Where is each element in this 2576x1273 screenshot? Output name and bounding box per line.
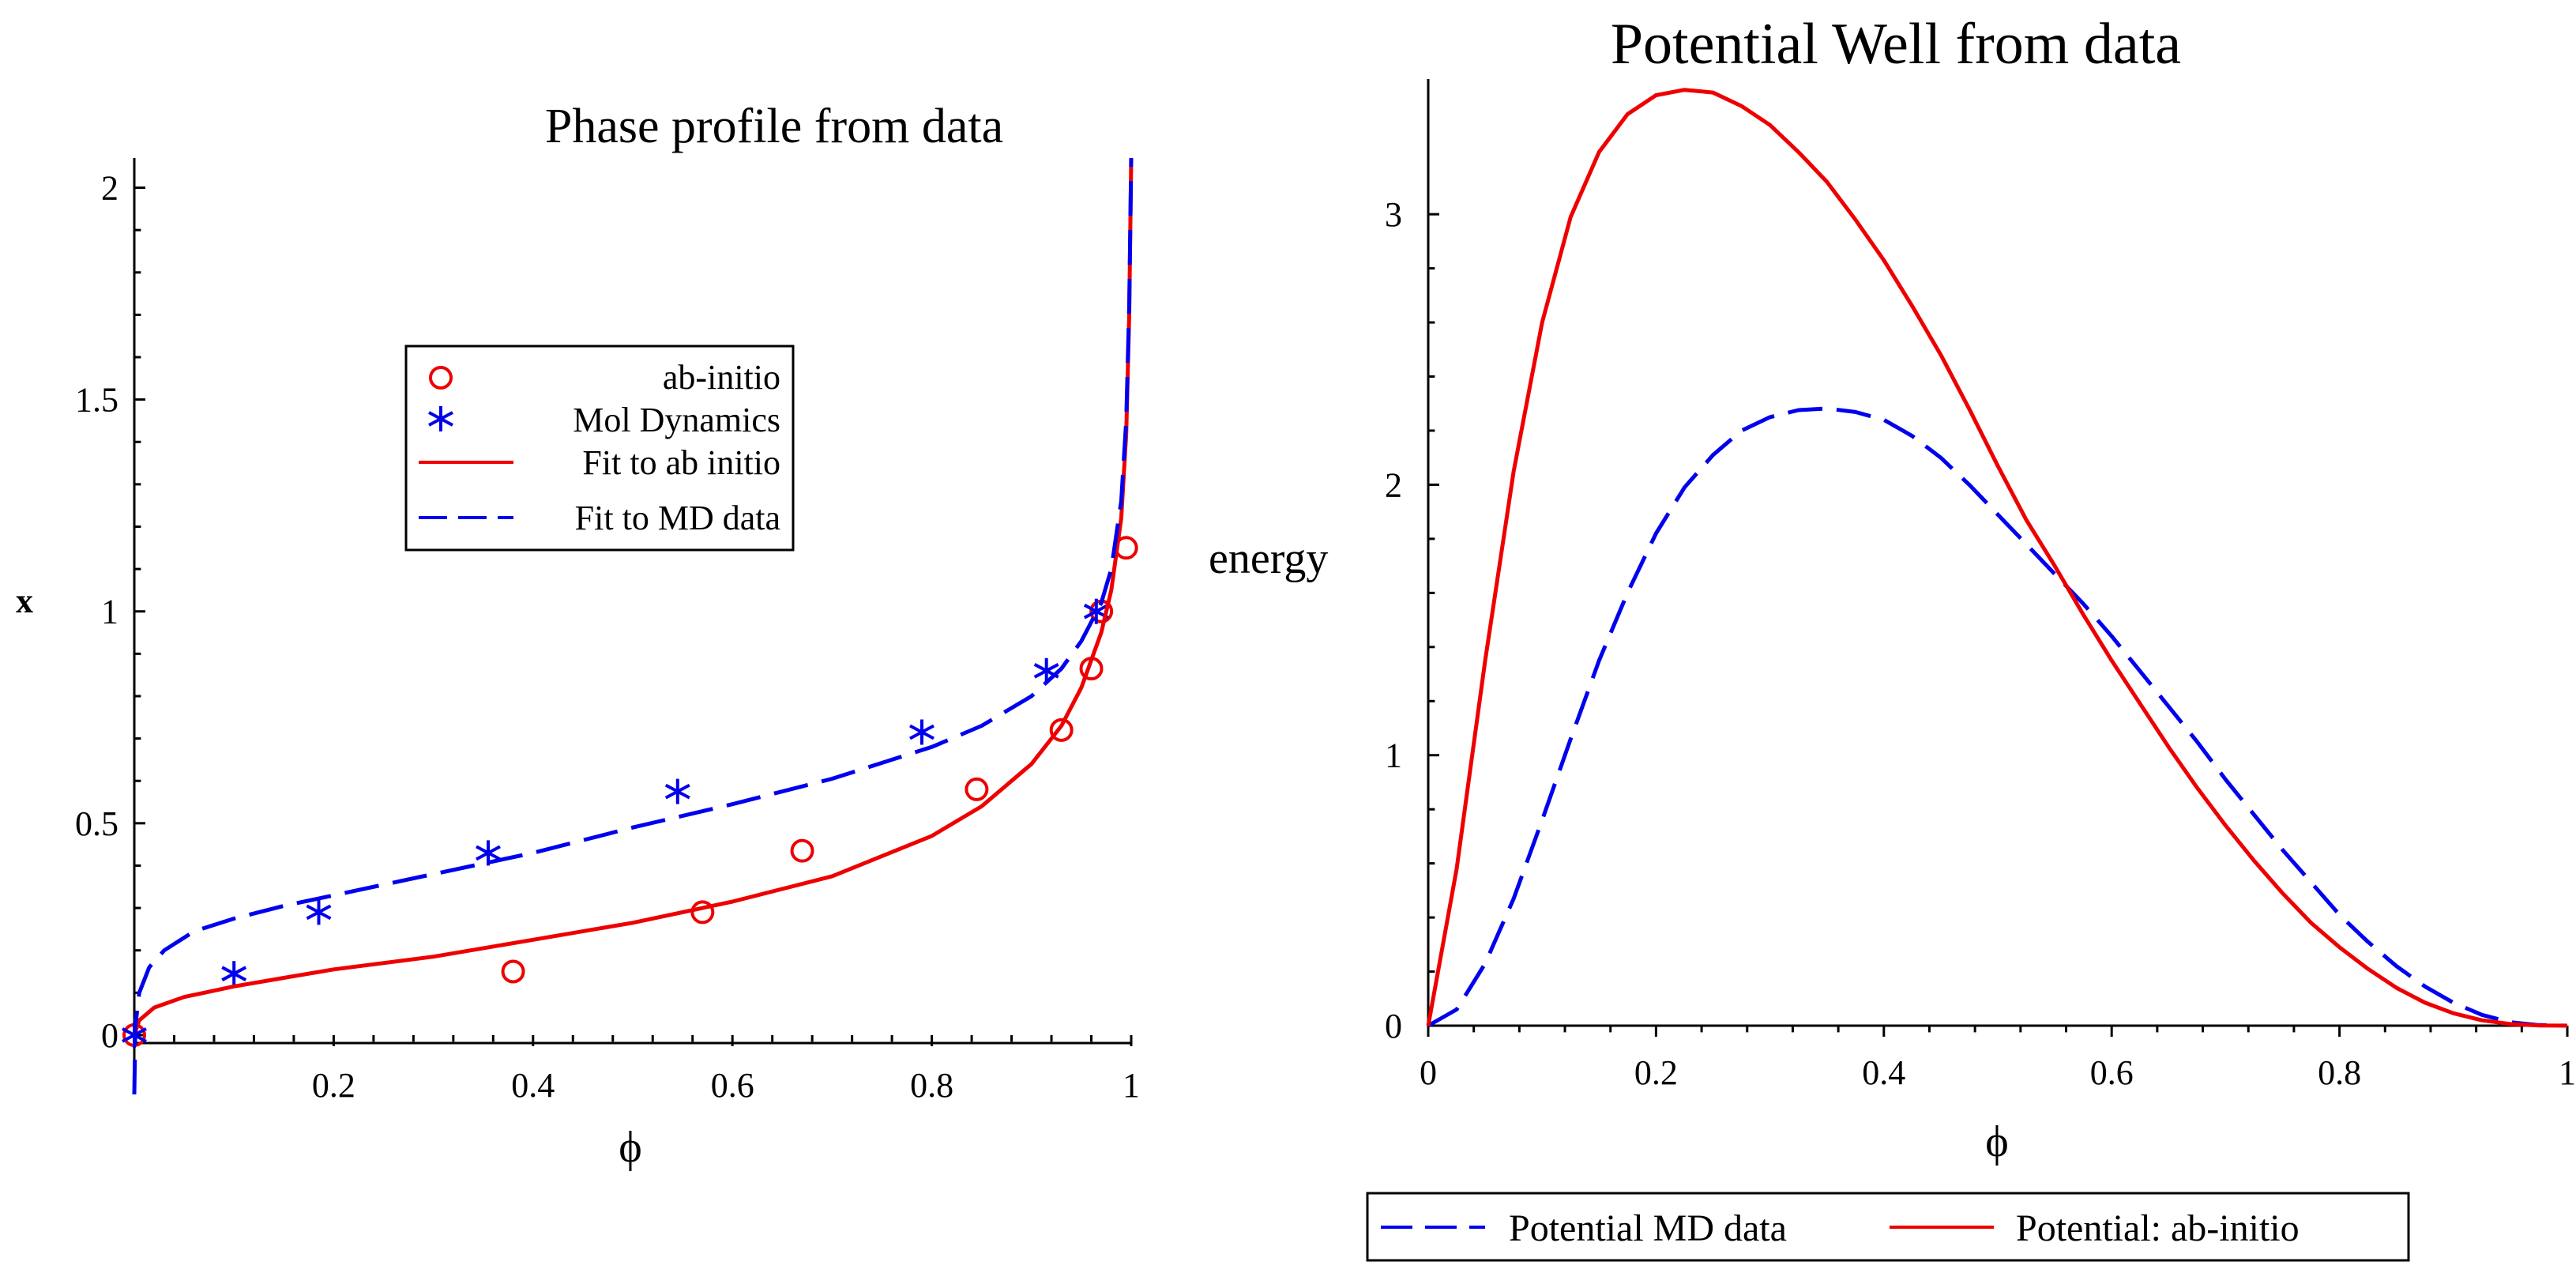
legend-label: Fit to MD data	[575, 499, 780, 537]
data-point-star	[664, 778, 690, 804]
x-axis-label: ϕ	[1985, 1117, 2008, 1166]
data-point-circle	[501, 959, 525, 984]
legend-entry-potential-ab-initio: Potential: ab-initio	[1890, 1207, 2300, 1249]
x-tick-label: 0.4	[511, 1066, 555, 1105]
plot-area	[1426, 88, 2568, 1028]
ticks: 0 0.2 0.4 0.6 0.8 1 0 1 2 3	[1385, 195, 2576, 1092]
y-tick-label: 1	[101, 593, 118, 631]
chart-title: Potential Well from data	[1611, 12, 2181, 77]
legend-entry-fit-ab-initio: Fit to ab initio	[419, 443, 780, 482]
x-tick-label: 0.6	[711, 1066, 754, 1105]
legend-entry-potential-md: Potential MD data	[1381, 1207, 1787, 1249]
x-tick-label: 1	[1123, 1066, 1140, 1105]
data-point-star	[221, 961, 247, 987]
chart-title: Phase profile from data	[545, 100, 1003, 153]
x-tick-label: 1	[2559, 1053, 2576, 1092]
data-point-star	[1033, 657, 1059, 684]
legend-label: Fit to ab initio	[582, 443, 780, 482]
y-tick-label: 1.5	[75, 381, 118, 420]
data-point-star	[476, 840, 501, 866]
x-tick-label: 0.2	[312, 1066, 355, 1105]
legend-box	[1366, 1192, 2410, 1262]
x-tick-label: 0.4	[1862, 1053, 1905, 1092]
axes	[1427, 79, 2567, 1027]
data-point-circle	[790, 838, 814, 863]
y-axis-label: energy	[1209, 534, 1328, 583]
x-tick-label: 0	[1420, 1053, 1437, 1092]
legend-label: ab-initio	[663, 358, 780, 397]
plot-area	[122, 157, 1138, 1095]
phase-profile-chart: Phase profile from data 0.2 0.4 0.6 0.8 100.…	[16, 100, 1140, 1172]
series-line-fit-to-ab-initio	[132, 157, 1134, 1036]
series-line-potential-md-data	[1427, 406, 2568, 1028]
y-tick-label: 1	[1385, 736, 1402, 775]
data-point-star	[306, 899, 332, 925]
y-tick-label: 0	[101, 1016, 118, 1055]
x-tick-label: 0.8	[910, 1066, 953, 1105]
legend-entry-mol-dynamics: Mol Dynamics	[428, 401, 780, 439]
x-axis-label: ϕ	[619, 1123, 641, 1172]
series-line-fit-to-md-data	[132, 157, 1134, 1095]
ticks: 0.2 0.4 0.6 0.8 1 0 0.5 1 1.5 2	[75, 169, 1140, 1105]
series-line-potential-ab-initio	[1426, 88, 2568, 1028]
potential-well-chart: Potential Well from data 0 0.2 0.4 0.6 0.8 10…	[1209, 12, 2576, 1262]
y-tick-label: 0.5	[75, 804, 118, 843]
y-axis-label: x	[16, 582, 33, 620]
x-tick-label: 0.6	[2090, 1053, 2134, 1092]
legend-entry-ab-initio: ab-initio	[429, 358, 780, 397]
legend-label: Mol Dynamics	[573, 401, 780, 439]
x-tick-label: 0.8	[2318, 1053, 2361, 1092]
y-tick-label: 2	[101, 169, 118, 208]
legend-star-marker	[428, 406, 453, 431]
legend-entry-fit-md: Fit to MD data	[419, 499, 780, 537]
data-point-circle	[1049, 717, 1074, 742]
legend: ab-initio Mol Dynamics Fit to ab initio …	[404, 345, 795, 552]
legend-label: Potential: ab-initio	[2016, 1207, 2300, 1249]
x-tick-label: 0.2	[1634, 1053, 1678, 1092]
legend-circle-marker	[429, 366, 453, 390]
data-point-circle	[965, 777, 989, 801]
legend: Potential MD data Potential: ab-initio	[1366, 1192, 2410, 1262]
axes	[133, 158, 1131, 1094]
y-tick-label: 3	[1385, 195, 1402, 234]
data-point-circle	[690, 900, 715, 925]
y-tick-label: 0	[1385, 1007, 1402, 1045]
legend-label: Potential MD data	[1509, 1207, 1787, 1249]
y-tick-label: 2	[1385, 465, 1402, 504]
data-point-star	[909, 719, 935, 745]
